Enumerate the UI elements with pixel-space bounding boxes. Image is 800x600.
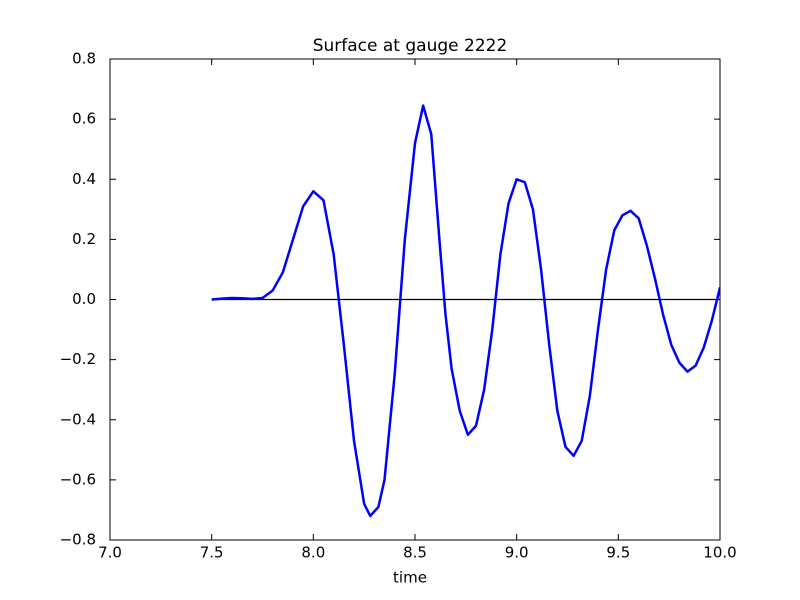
x-tick-label: 7.0 [98,544,122,562]
y-tick-label: 0.4 [72,170,96,188]
x-tick-label: 9.0 [505,544,529,562]
y-tick-label: −0.4 [60,410,96,428]
y-tick-label: −0.6 [60,470,96,488]
x-tick-label: 10.0 [703,544,736,562]
y-tick-label: 0.0 [72,290,96,308]
y-tick-label: 0.2 [72,230,96,248]
y-tick-label: −0.2 [60,350,96,368]
x-tick-label: 9.5 [606,544,630,562]
y-tick-label: 0.8 [72,50,96,68]
x-tick-label: 7.5 [200,544,224,562]
x-tick-label: 8.0 [301,544,325,562]
plot-area [211,104,720,518]
data-line [211,104,720,518]
chart-title: Surface at gauge 2222 [313,36,508,56]
y-tick-label: −0.8 [60,531,96,549]
y-tick-label: 0.6 [72,110,96,128]
x-axis-label: time [393,569,427,587]
x-tick-label: 8.5 [403,544,427,562]
